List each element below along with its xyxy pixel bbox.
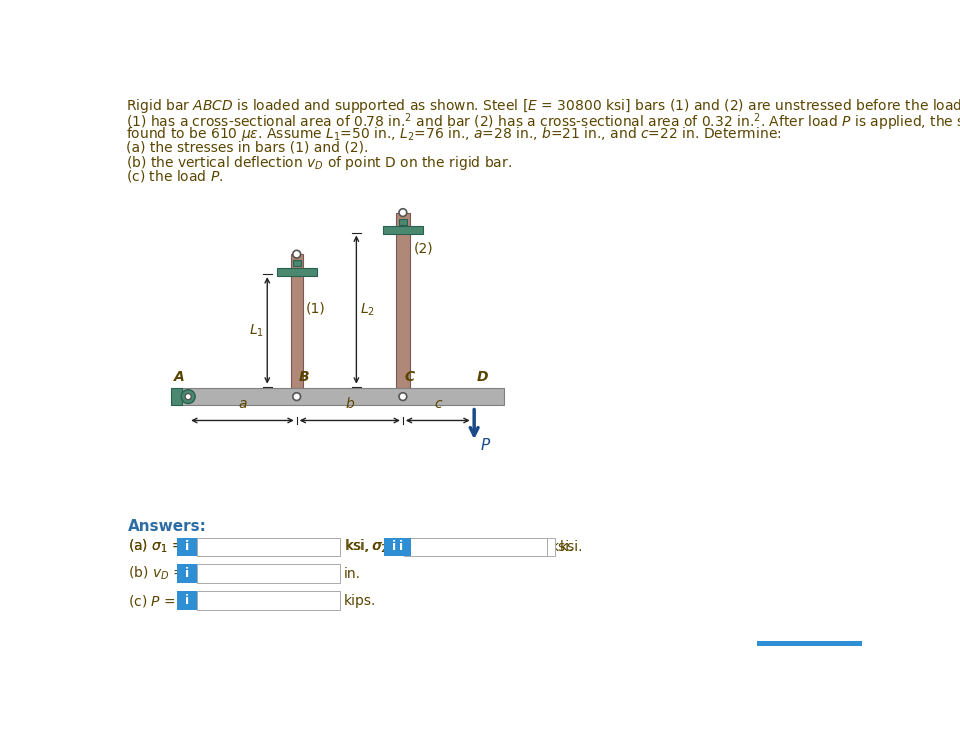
Text: $\it{P}$: $\it{P}$	[480, 438, 492, 453]
Bar	[197, 537, 340, 556]
Text: a: a	[238, 397, 247, 411]
Text: B: B	[299, 370, 309, 384]
Bar	[197, 564, 340, 583]
Bar	[403, 537, 547, 556]
Bar	[177, 564, 197, 583]
Text: (a) $\sigma_1$ =: (a) $\sigma_1$ =	[128, 538, 183, 556]
Text: c: c	[434, 397, 442, 411]
Text: $L_2$: $L_2$	[360, 302, 374, 318]
Text: (1): (1)	[306, 302, 325, 315]
Circle shape	[181, 389, 195, 403]
Bar	[396, 212, 410, 388]
Text: D: D	[476, 370, 488, 384]
Text: (b) the vertical deflection $v_D$ of point D on the rigid bar.: (b) the vertical deflection $v_D$ of poi…	[126, 154, 513, 172]
Text: i: i	[392, 540, 396, 553]
Bar	[276, 268, 317, 276]
Bar	[757, 640, 862, 646]
Text: C: C	[404, 370, 415, 384]
Bar	[177, 537, 197, 556]
Bar	[171, 388, 182, 405]
Text: (1) has a cross-sectional area of 0.78 in.$^{2}$ and bar (2) has a cross-section: (1) has a cross-sectional area of 0.78 i…	[126, 111, 960, 132]
Bar	[197, 537, 340, 556]
Bar	[383, 537, 403, 556]
Text: (b) $v_D$ =: (b) $v_D$ =	[128, 565, 184, 583]
Bar	[177, 388, 504, 405]
Bar	[383, 226, 423, 234]
Circle shape	[185, 394, 191, 400]
Bar	[392, 537, 412, 556]
Bar	[177, 537, 197, 556]
Bar	[291, 254, 303, 388]
Bar	[293, 261, 300, 266]
Text: i: i	[184, 567, 189, 580]
Bar	[197, 591, 340, 610]
Text: (2): (2)	[414, 241, 433, 255]
Text: in.: in.	[344, 567, 361, 580]
Text: b: b	[346, 397, 354, 411]
Circle shape	[399, 393, 407, 400]
Circle shape	[293, 250, 300, 258]
Bar	[399, 219, 407, 225]
Text: ksi, $\sigma_2$ =: ksi, $\sigma_2$ =	[345, 538, 404, 556]
Text: $L_1$: $L_1$	[249, 322, 264, 339]
Text: A: A	[175, 370, 185, 384]
Text: i: i	[399, 540, 403, 553]
Text: i: i	[184, 540, 189, 553]
Text: (c) $\it{P}$ =: (c) $\it{P}$ =	[128, 593, 176, 609]
Text: i: i	[184, 540, 189, 553]
Bar	[412, 537, 555, 556]
Bar	[177, 591, 197, 610]
Text: ksi.: ksi.	[560, 539, 583, 554]
Circle shape	[293, 393, 300, 400]
Text: (a) $\sigma_1$ =: (a) $\sigma_1$ =	[128, 538, 183, 556]
Text: Answers:: Answers:	[128, 519, 206, 534]
Circle shape	[399, 209, 407, 217]
Text: found to be 610 $\mu\varepsilon$. Assume $\it{L}_{1}$=50 in., $\it{L}_{2}$=76 in: found to be 610 $\mu\varepsilon$. Assume…	[126, 124, 781, 143]
Text: ksi.: ksi.	[551, 539, 574, 554]
Text: (a) the stresses in bars (1) and (2).: (a) the stresses in bars (1) and (2).	[126, 141, 369, 154]
Text: ksi, $\sigma_2$ =: ksi, $\sigma_2$ =	[344, 538, 404, 556]
Text: (c) the load $\it{P}$.: (c) the load $\it{P}$.	[126, 168, 224, 184]
Text: kips.: kips.	[344, 594, 376, 608]
Text: Rigid bar $\it{ABCD}$ is loaded and supported as shown. Steel [$\it{E}$ = 30800 : Rigid bar $\it{ABCD}$ is loaded and supp…	[126, 97, 960, 115]
Text: i: i	[184, 594, 189, 607]
